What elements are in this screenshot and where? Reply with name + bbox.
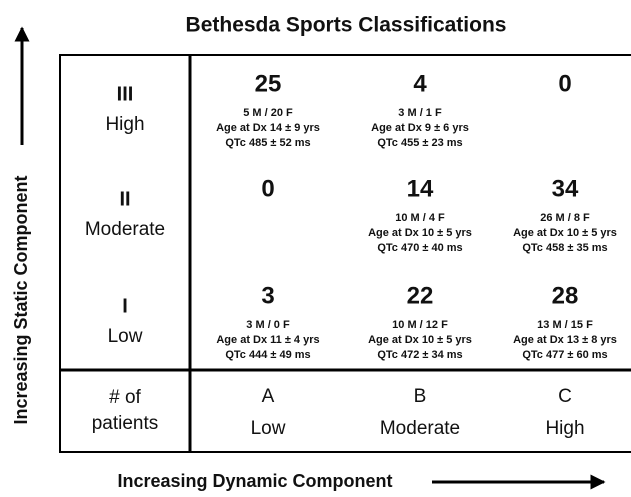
count: 0 bbox=[261, 175, 274, 202]
row-label: High bbox=[105, 114, 144, 135]
qtc: QTc 470 ± 40 ms bbox=[377, 242, 462, 254]
count: 34 bbox=[552, 175, 579, 202]
x-axis-label: Increasing Dynamic Component bbox=[117, 471, 392, 491]
qtc: QTc 472 ± 34 ms bbox=[377, 349, 462, 361]
row-label: Low bbox=[108, 326, 143, 347]
qtc: QTc 455 ± 23 ms bbox=[377, 137, 462, 149]
column-letter: A bbox=[262, 386, 275, 407]
table-border bbox=[59, 54, 631, 453]
count: 28 bbox=[552, 282, 579, 309]
corner: patients bbox=[92, 413, 159, 434]
age: Age at Dx 14 ± 9 yrs bbox=[216, 122, 320, 134]
sex-ratio: 13 M / 15 F bbox=[537, 319, 593, 331]
age: Age at Dx 11 ± 4 yrs bbox=[216, 334, 319, 346]
qtc: QTc 477 ± 60 ms bbox=[522, 349, 607, 361]
sex-ratio: 3 M / 0 F bbox=[246, 319, 290, 331]
count: 4 bbox=[413, 70, 427, 97]
row-label: Moderate bbox=[85, 219, 165, 240]
corner: # of bbox=[109, 387, 141, 408]
column-label: Moderate bbox=[380, 418, 460, 439]
row-roman: II bbox=[119, 188, 130, 210]
column-label: Low bbox=[251, 418, 286, 439]
count: 14 bbox=[407, 175, 434, 202]
qtc: QTc 444 ± 49 ms bbox=[225, 349, 310, 361]
age: Age at Dx 13 ± 8 yrs bbox=[513, 334, 617, 346]
row-roman: I bbox=[122, 295, 128, 317]
column-label: High bbox=[545, 418, 584, 439]
sex-ratio: 5 M / 20 F bbox=[243, 107, 293, 119]
age: Age at Dx 9 ± 6 yrs bbox=[371, 122, 469, 134]
row-roman: III bbox=[117, 83, 134, 105]
count: 0 bbox=[558, 70, 571, 97]
qtc: QTc 485 ± 52 ms bbox=[225, 137, 310, 149]
count: 3 bbox=[261, 282, 274, 309]
column-letter: C bbox=[558, 386, 572, 407]
age: Age at Dx 10 ± 5 yrs bbox=[368, 334, 472, 346]
sex-ratio: 26 M / 8 F bbox=[540, 212, 590, 224]
qtc: QTc 458 ± 35 ms bbox=[522, 242, 607, 254]
title: Bethesda Sports Classifications bbox=[186, 14, 507, 37]
age: Age at Dx 10 ± 5 yrs bbox=[513, 227, 617, 239]
sex-ratio: 10 M / 4 F bbox=[395, 212, 445, 224]
sex-ratio: 10 M / 12 F bbox=[392, 319, 448, 331]
age: Age at Dx 10 ± 5 yrs bbox=[368, 227, 472, 239]
sex-ratio: 3 M / 1 F bbox=[398, 107, 442, 119]
count: 22 bbox=[407, 282, 434, 309]
column-letter: B bbox=[414, 386, 427, 407]
y-axis-label: Increasing Static Component bbox=[11, 175, 31, 424]
count: 25 bbox=[255, 70, 282, 97]
